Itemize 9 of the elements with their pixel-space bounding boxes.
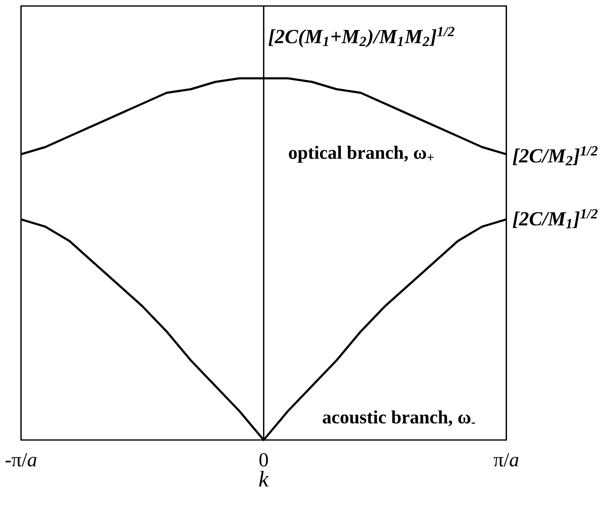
x-tick-label: π/a (494, 453, 518, 467)
x-tick-label: -π/a (6, 453, 36, 467)
x-axis-title: k (259, 470, 269, 487)
text: [2C/M$_{1}$]$^{1/2}$ (512, 209, 598, 228)
text: [2C/M$_{2}$]$^{1/2}$ (512, 146, 598, 166)
text: [2C(M$_{1}$+M$_{2}$)/M$_{1}$M$_{2}$]$^{1/2}$ (268, 26, 454, 48)
series-label: acoustic branch, ω$_{-}$ (322, 410, 476, 426)
series-label: optical branch, ω$_{+}$ (288, 146, 434, 163)
x-tick-label: 0 (259, 453, 268, 467)
